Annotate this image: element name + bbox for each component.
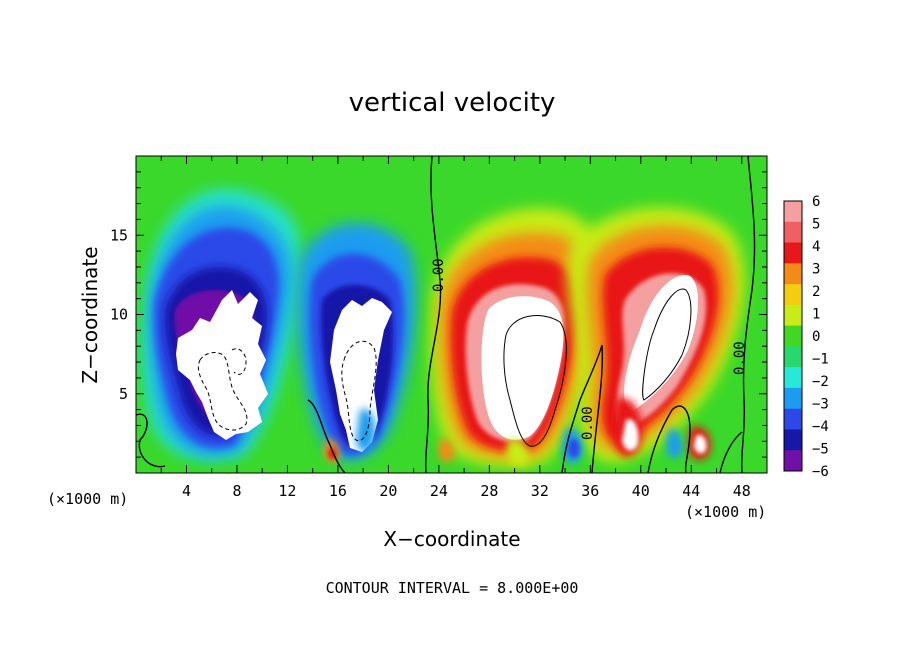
zero-contour-plume-1	[307, 399, 346, 473]
colorbar-label: −3	[812, 397, 829, 413]
colorbar-label: 1	[812, 307, 820, 323]
positive-contour-updraft-right	[642, 288, 692, 401]
white-core-updraft-right	[624, 274, 699, 410]
zero-contour-plume-3	[647, 405, 691, 473]
x-tick-label: 48	[733, 482, 751, 500]
x-tick-label: 8	[232, 482, 241, 500]
colorbar-label: −1	[812, 352, 829, 368]
x-tick-label: 4	[182, 482, 191, 500]
colorbar-swatch	[784, 242, 802, 264]
colorbar-swatch	[784, 346, 802, 368]
downdraft-region-left	[141, 188, 300, 461]
downdraft-region-right	[296, 222, 417, 461]
zero-contour-left-edge	[136, 413, 166, 468]
x-tick-label: 36	[581, 482, 599, 500]
colorbar-frame	[783, 200, 803, 472]
contour-interval-text: CONTOUR INTERVAL = 8.000E+00	[326, 579, 579, 597]
colorbar: 6 5 4 3 2 1 0 −1 −2 −3 −4 −5 −6	[783, 194, 829, 480]
colorbar-swatch	[784, 450, 802, 472]
x-tick-label: 24	[430, 482, 448, 500]
contour-label-0: 0.00	[431, 258, 447, 292]
x-unit-label-right: (×1000 m)	[685, 503, 766, 521]
colorbar-swatch	[784, 429, 802, 451]
updraft-region-right	[567, 207, 745, 463]
colorbar-swatch	[784, 325, 802, 347]
colorbar-label: 6	[812, 194, 820, 210]
zero-contour-mid	[424, 156, 442, 473]
y-axis-label: Z−coordinate	[78, 246, 102, 383]
plot-area: 0.00 0.00 0.00	[136, 156, 767, 473]
x-tick-label: 32	[531, 482, 549, 500]
y-tick-label: 10	[110, 306, 128, 324]
x-axis: 4 8 12 16 20 24 28 32 36 40 44 48	[160, 156, 768, 500]
y-tick-label: 5	[119, 385, 128, 403]
x-tick-label: 12	[278, 482, 296, 500]
x-unit-label-left: (×1000 m)	[47, 490, 128, 508]
colorbar-label: 3	[812, 262, 820, 278]
x-tick-label: 16	[329, 482, 347, 500]
y-axis: 5 10 15	[110, 171, 767, 458]
colorbar-swatch	[784, 221, 802, 244]
positive-contour-updraft-left	[503, 315, 567, 447]
x-tick-label: 40	[632, 482, 650, 500]
colorbar-swatch	[784, 387, 802, 410]
colorbar-swatch	[784, 367, 802, 389]
negative-contour-left	[197, 352, 248, 431]
x-axis-label: X−coordinate	[383, 527, 520, 551]
x-tick-label: 28	[480, 482, 498, 500]
colorbar-label: −6	[812, 464, 829, 480]
contour-label-1: 0.00	[580, 406, 596, 440]
colorbar-label: −2	[812, 374, 829, 390]
zero-contour-plume-2	[561, 344, 603, 473]
negative-contour-left-2	[231, 348, 247, 375]
negative-contour-right	[341, 340, 377, 442]
zero-contour-plume-4	[719, 431, 743, 473]
colorbar-label: 4	[812, 239, 820, 255]
chart-title: vertical velocity	[349, 88, 556, 118]
zero-contour-right	[740, 156, 756, 473]
colorbar-swatch	[784, 408, 802, 430]
white-core-left	[176, 290, 268, 440]
colorbar-swatch	[784, 284, 802, 306]
x-tick-label: 20	[379, 482, 397, 500]
colorbar-label: 5	[812, 217, 820, 233]
contour-lines	[136, 156, 756, 473]
contour-label-2: 0.00	[732, 341, 748, 375]
y-tick-label: 15	[110, 226, 128, 244]
negative-contours	[197, 340, 377, 442]
updraft-region-left	[430, 208, 604, 467]
colorbar-swatch	[784, 201, 802, 223]
colorbar-label: 2	[812, 284, 820, 300]
colorbar-label: −5	[812, 442, 829, 458]
x-tick-label: 44	[682, 482, 700, 500]
colorbar-label: 0	[812, 329, 820, 345]
colorbar-swatch	[784, 304, 802, 327]
colorbar-label: −4	[812, 419, 829, 435]
white-core-updraft-left	[481, 296, 564, 440]
colorbar-swatch	[784, 263, 802, 285]
white-core-right	[330, 298, 392, 452]
